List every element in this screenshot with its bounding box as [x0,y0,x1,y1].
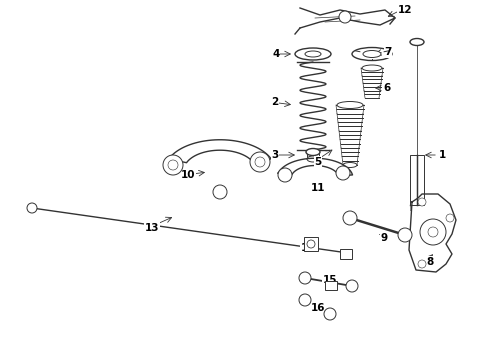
Circle shape [418,260,426,268]
Circle shape [324,308,336,320]
Text: 3: 3 [271,150,279,160]
Polygon shape [169,140,271,163]
Ellipse shape [363,50,381,58]
Circle shape [418,198,426,206]
Text: 4: 4 [272,49,280,59]
Circle shape [255,157,265,167]
Text: 6: 6 [383,83,391,93]
Text: 9: 9 [380,233,388,243]
Bar [340,249,352,259]
Circle shape [250,152,270,172]
Text: 14: 14 [301,243,315,253]
Circle shape [299,294,311,306]
Text: 1: 1 [439,150,445,160]
Circle shape [398,228,412,242]
Ellipse shape [362,65,382,71]
Bar [325,281,337,290]
Ellipse shape [306,149,320,156]
Ellipse shape [410,39,424,45]
Polygon shape [278,158,352,176]
Text: 12: 12 [398,5,412,15]
Ellipse shape [307,156,319,162]
Ellipse shape [337,102,363,108]
Circle shape [299,272,311,284]
Circle shape [336,166,350,180]
Text: 5: 5 [315,157,321,167]
Ellipse shape [343,162,357,167]
Circle shape [343,211,357,225]
Text: 8: 8 [426,257,434,267]
Circle shape [168,160,178,170]
Ellipse shape [295,48,331,60]
Circle shape [428,227,438,237]
Polygon shape [409,194,456,272]
Text: 16: 16 [311,303,325,313]
Text: 13: 13 [145,223,159,233]
Circle shape [307,240,315,248]
Circle shape [213,185,227,199]
Ellipse shape [305,51,321,57]
Circle shape [27,203,37,213]
Text: 7: 7 [384,47,392,57]
Circle shape [278,168,292,182]
Text: 15: 15 [323,275,337,285]
Text: 2: 2 [271,97,279,107]
Text: 10: 10 [181,170,195,180]
Circle shape [346,280,358,292]
Circle shape [339,11,351,23]
Bar [304,237,318,251]
Circle shape [420,219,446,245]
Ellipse shape [352,48,392,60]
Text: 11: 11 [311,183,325,193]
Bar [410,155,424,205]
Circle shape [446,214,454,222]
Circle shape [163,155,183,175]
